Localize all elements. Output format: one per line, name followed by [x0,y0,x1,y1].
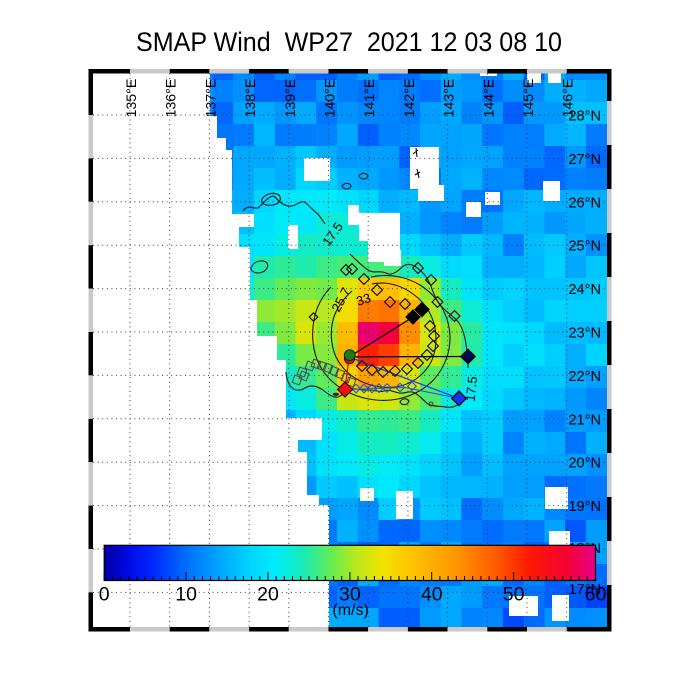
svg-text:20°N: 20°N [568,456,601,472]
svg-text:28°N: 28°N [568,109,601,125]
svg-text:144°E: 144°E [481,79,497,118]
svg-text:40: 40 [421,584,443,606]
svg-text:10: 10 [175,584,197,606]
svg-text:146°E: 146°E [561,79,577,118]
svg-text:21°N: 21°N [568,412,601,428]
svg-text:139°E: 139°E [283,79,299,118]
svg-text:27°N: 27°N [568,152,601,168]
svg-text:141°E: 141°E [362,79,378,118]
svg-text:30: 30 [339,584,361,606]
svg-text:135°E: 135°E [124,79,140,118]
svg-text:17°N: 17°N [568,582,601,598]
svg-text:17.5: 17.5 [463,376,481,403]
svg-text:24°N: 24°N [568,282,601,298]
svg-text:0: 0 [99,584,110,606]
svg-text:19°N: 19°N [568,499,601,515]
svg-text:50: 50 [503,584,525,606]
svg-text:20: 20 [257,584,279,606]
svg-text:SMAP Wind WP27 2021 12 03 08: SMAP Wind WP27 2021 12 03 08 10 [136,27,562,57]
svg-text:143°E: 143°E [442,79,458,118]
svg-text:138°E: 138°E [243,79,259,118]
svg-text:23°N: 23°N [568,326,601,342]
svg-text:140°E: 140°E [323,79,339,118]
svg-text:25°N: 25°N [568,239,601,255]
svg-text:26°N: 26°N [568,195,601,211]
svg-text:145°E: 145°E [521,79,537,118]
svg-text:22°N: 22°N [568,369,601,385]
svg-text:142°E: 142°E [402,79,418,118]
svg-text:137°E: 137°E [203,79,219,118]
svg-text:(m/s): (m/s) [332,602,368,619]
svg-text:33: 33 [354,290,372,309]
svg-text:136°E: 136°E [164,79,180,118]
svg-text:60: 60 [585,584,607,606]
